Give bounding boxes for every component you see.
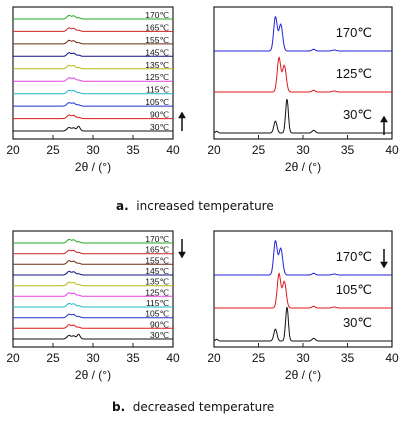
a-right-series-label-0: 170℃ [336, 25, 372, 40]
b-left-series-label-8: 90℃ [150, 319, 169, 329]
b-right-series-0 [214, 240, 392, 276]
b-left-series-2 [13, 260, 173, 265]
b-right-tick-label-2: 30 [296, 351, 310, 365]
b-right-series-label-2: 30℃ [343, 315, 372, 330]
a-right-tick-label-3: 35 [341, 143, 355, 157]
a-left-series-8 [13, 114, 173, 120]
b-right-xlabel: 2θ / (°) [285, 368, 321, 382]
b-right-series-label-0: 170℃ [336, 249, 372, 264]
b-left-series-6 [13, 302, 173, 308]
a-left-xlabel: 2θ / (°) [75, 160, 111, 174]
a-left-series-9 [13, 125, 173, 132]
a-left-series-label-2: 155℃ [145, 35, 169, 45]
b-left-series-label-4: 135℃ [145, 277, 169, 287]
a-right-tick-label-0: 20 [207, 143, 221, 157]
b-right-tick-label-3: 35 [341, 351, 355, 365]
b-left-series-3 [13, 270, 173, 276]
caption-a: a. increased temperature [116, 199, 274, 213]
a-left-series-5 [13, 77, 173, 82]
a-left-series-label-4: 135℃ [145, 60, 169, 70]
a-left-arrow-head [178, 111, 186, 119]
caption-a-text: increased temperature [136, 199, 274, 213]
a-right-tick-label-4: 40 [385, 143, 399, 157]
caption-b-text: decreased temperature [132, 400, 275, 414]
b-right-series-label-1: 105℃ [336, 282, 372, 297]
a-right-tick-label-2: 30 [296, 143, 310, 157]
a-left-series-label-7: 105℃ [145, 97, 169, 107]
a-right-series-1 [214, 56, 392, 93]
a-left-series-3 [13, 52, 173, 57]
a-left-tick-label-1: 25 [46, 143, 60, 157]
a-left-series-1 [13, 27, 173, 32]
b-right-tick-label-4: 40 [385, 351, 399, 365]
caption-b: b. decreased temperature [112, 400, 274, 414]
b-left-series-7 [13, 313, 173, 319]
a-right-series-label-1: 125℃ [336, 66, 372, 81]
b-left-series-label-5: 125℃ [145, 287, 169, 297]
b-left-series-label-2: 155℃ [145, 255, 169, 265]
a-left-series-4 [13, 64, 173, 70]
b-left-xlabel: 2θ / (°) [75, 368, 111, 382]
a-left-series-label-6: 115℃ [146, 85, 170, 95]
a-right-arrow-head [380, 115, 388, 123]
a-left-series-label-8: 90℃ [150, 110, 169, 120]
caption-b-letter: b. [112, 400, 126, 414]
b-left-tick-label-3: 35 [126, 351, 140, 365]
b-right-tick-label-0: 20 [207, 351, 221, 365]
a-right-tick-label-1: 25 [252, 143, 266, 157]
b-right-tick-label-1: 25 [252, 351, 266, 365]
b-left-series-5 [13, 292, 173, 297]
b-left-series-8 [13, 324, 173, 329]
b-left-tick-label-0: 20 [6, 351, 20, 365]
b-left-series-label-9: 30℃ [150, 330, 169, 340]
a-right-series-label-2: 30℃ [343, 107, 372, 122]
a-left-series-2 [13, 39, 173, 45]
b-left-series-9 [13, 333, 173, 340]
b-left-series-1 [13, 249, 173, 255]
a-right-xlabel: 2θ / (°) [285, 160, 321, 174]
b-left-series-label-6: 115℃ [146, 298, 170, 308]
b-right-series-2 [213, 306, 392, 342]
a-left-series-label-3: 145℃ [145, 47, 169, 57]
a-left-series-6 [13, 89, 173, 95]
a-left-series-label-9: 30℃ [150, 122, 169, 132]
a-left-tick-label-4: 40 [166, 143, 180, 157]
a-right-series-0 [214, 16, 392, 52]
caption-a-letter: a. [116, 199, 129, 213]
b-left-tick-label-4: 40 [166, 351, 180, 365]
b-right-arrow-head [380, 261, 388, 269]
b-left-series-label-0: 170℃ [145, 234, 169, 244]
a-left-series-label-5: 125℃ [145, 72, 169, 82]
a-left-series-label-0: 170℃ [145, 10, 169, 20]
b-left-series-label-1: 165℃ [145, 245, 169, 255]
b-right-series-1 [214, 272, 392, 309]
a-left-series-0 [13, 14, 173, 20]
b-left-arrow-head [178, 251, 186, 259]
b-left-series-label-7: 105℃ [145, 309, 169, 319]
b-left-tick-label-1: 25 [46, 351, 60, 365]
b-left-series-4 [13, 281, 173, 287]
a-left-series-label-1: 165℃ [145, 22, 169, 32]
a-left-series-7 [13, 102, 173, 107]
b-left-tick-label-2: 30 [86, 351, 100, 365]
a-right-series-2 [213, 98, 392, 134]
a-left-tick-label-3: 35 [126, 143, 140, 157]
a-left-tick-label-0: 20 [6, 143, 20, 157]
b-left-series-label-3: 145℃ [145, 266, 169, 276]
b-left-series-0 [13, 238, 173, 244]
a-left-tick-label-2: 30 [86, 143, 100, 157]
